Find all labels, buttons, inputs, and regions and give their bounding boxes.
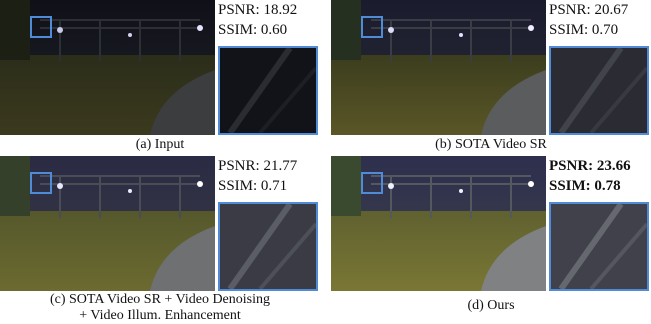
zoomed-crop-sota-sr-denoise-enhance [218,202,318,291]
psnr-value: PSNR: 18.92 [218,2,298,18]
scene-image-ours [331,156,546,291]
psnr-value: PSNR: 21.77 [218,158,298,174]
zoomed-crop-input [218,46,318,135]
panel-sota-sr-denoise-enhance: PSNR: 21.77 SSIM: 0.71 [0,156,320,291]
scene-image-sota-sr [331,0,546,135]
panel-sota-sr: PSNR: 20.67 SSIM: 0.70 [331,0,651,135]
caption-sota-sr: (b) SOTA Video SR [435,137,547,152]
metrics-input: PSNR: 18.92 SSIM: 0.60 [218,0,318,40]
ssim-value: SSIM: 0.71 [218,178,288,194]
panel-ours: PSNR: 23.66 SSIM: 0.78 [331,156,651,291]
zoomed-crop-sota-sr [549,46,649,135]
caption-ours: (d) Ours [467,298,515,313]
ssim-value: SSIM: 0.70 [549,22,619,38]
roi-box [361,16,383,38]
psnr-value: PSNR: 23.66 [549,158,631,174]
ssim-value: SSIM: 0.60 [218,22,288,38]
scene-image-sota-sr-denoise-enhance [0,156,215,291]
metrics-sota-sr: PSNR: 20.67 SSIM: 0.70 [549,0,649,40]
roi-box [30,172,52,194]
roi-box [361,172,383,194]
psnr-value: PSNR: 20.67 [549,2,629,18]
scene-image-input [0,0,215,135]
roi-box [30,16,52,38]
metrics-sota-sr-denoise-enhance: PSNR: 21.77 SSIM: 0.71 [218,156,318,196]
caption-sota-sr-denoise-enhance-line2: + Video Illum. Enhancement [79,308,241,323]
zoomed-crop-ours [549,202,649,291]
panel-input: PSNR: 18.92 SSIM: 0.60 [0,0,320,135]
ssim-value: SSIM: 0.78 [549,178,621,194]
caption-sota-sr-denoise-enhance-line1: (c) SOTA Video SR + Video Denoising [49,292,270,307]
metrics-ours: PSNR: 23.66 SSIM: 0.78 [549,156,649,196]
caption-input: (a) Input [135,137,185,152]
